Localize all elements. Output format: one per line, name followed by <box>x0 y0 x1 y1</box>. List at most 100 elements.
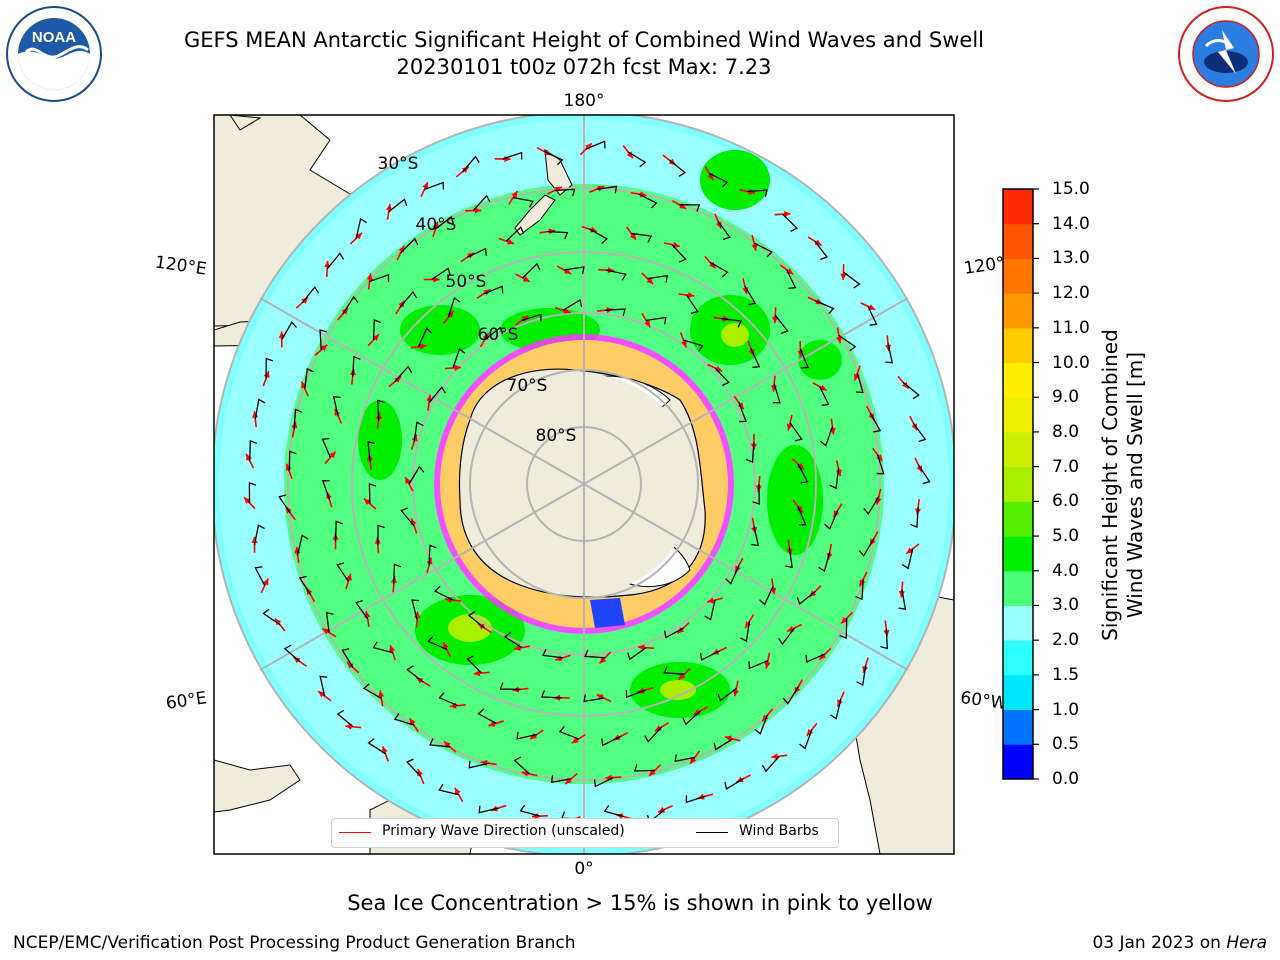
lat-label-80s: 80°S <box>536 426 577 446</box>
wind-barb <box>253 524 265 545</box>
wind-barb <box>301 286 320 304</box>
wave-arrow-head <box>432 221 439 229</box>
wind-barb <box>625 689 646 699</box>
wind-barb <box>880 628 889 650</box>
wave-arrow-head <box>454 787 461 795</box>
colorbar-tick-label: 12.0 <box>1052 283 1090 304</box>
wave-arrow-head <box>784 211 791 218</box>
wind-barb <box>355 217 367 239</box>
wave-arrow-head <box>355 232 362 240</box>
wind-barb <box>683 339 704 352</box>
wind-barb <box>855 579 864 601</box>
wave-arrow-head <box>275 618 282 626</box>
noaa-logo-text: NOAA <box>32 29 76 46</box>
wave-arrow-head <box>607 267 615 274</box>
colorbar-tick-label: 3.0 <box>1052 595 1080 616</box>
map-legend: Primary Wave Direction (unscaled) Wind B… <box>331 818 839 848</box>
wind-barb <box>645 316 667 325</box>
wind-barb <box>777 627 795 646</box>
colorbar-tick-label: 13.0 <box>1052 248 1090 269</box>
wind-barb <box>400 237 419 254</box>
wind-barb <box>714 367 730 386</box>
colorbar-segment <box>1003 258 1033 294</box>
wave-arrow-head <box>285 463 292 471</box>
wind-barb <box>772 383 781 404</box>
wind-barb <box>558 725 579 740</box>
wind-barb <box>797 463 809 484</box>
wind-barb <box>902 381 920 400</box>
wave-arrow-head <box>293 657 301 664</box>
wave-arrow-head <box>797 462 804 470</box>
wave-arrow-head <box>679 203 687 209</box>
wave-arrow-head <box>329 451 336 459</box>
wave-arrow-head <box>902 381 909 389</box>
colorbar-tick-label: 14.0 <box>1052 213 1090 234</box>
wave-arrow-head <box>916 465 922 473</box>
wind-barb <box>367 738 386 755</box>
wind-barb <box>248 482 257 503</box>
wind-barb <box>254 566 266 586</box>
colorbar-segment <box>1003 536 1033 572</box>
wave-arrow-head <box>841 617 848 624</box>
wind-barb <box>674 754 695 763</box>
wind-barb <box>593 776 614 788</box>
wind-barb <box>912 422 927 443</box>
wind-barb <box>472 194 491 212</box>
colorbar-tick-label: 11.0 <box>1052 317 1090 338</box>
wind-barb <box>393 563 402 585</box>
wind-barb <box>601 735 621 747</box>
wave-arrow-head <box>301 381 307 389</box>
wind-barb <box>424 181 445 191</box>
new-zealand-land <box>514 194 556 236</box>
lat-label-60s: 60°S <box>478 325 519 345</box>
wind-barb <box>296 534 309 555</box>
wind-barb <box>434 215 455 230</box>
lon-label-120e: 120°E <box>154 253 208 280</box>
wind-barb <box>869 412 882 433</box>
colorbar-tick-label: 10.0 <box>1052 352 1090 373</box>
colorbar-segment <box>1003 223 1033 259</box>
colorbar-segment <box>1003 466 1033 502</box>
wind-barb <box>427 635 447 651</box>
date-value: 03 Jan 2023 on <box>1092 933 1221 953</box>
wind-barb <box>428 386 446 404</box>
noaa-logo: NOAA <box>6 6 102 102</box>
wind-barb <box>369 273 390 282</box>
wave-max-blob <box>798 340 842 380</box>
wind-barb <box>713 738 733 751</box>
graticule <box>214 115 954 854</box>
wind-barb <box>262 608 281 626</box>
wave-arrow-head <box>835 469 842 477</box>
wave-max-blob <box>700 150 770 210</box>
wave-arrow-head <box>324 260 331 268</box>
wind-barb <box>254 398 266 420</box>
wind-barb <box>724 778 744 790</box>
wave-arrow-head <box>252 411 259 418</box>
wave-arrow-head <box>474 207 482 214</box>
colorbar-tick-label: 5.0 <box>1052 526 1080 547</box>
colorbar-tick-label: 2.0 <box>1052 630 1080 651</box>
wind-barb <box>547 230 569 240</box>
wind-barb <box>753 242 773 258</box>
wind-barb <box>447 296 461 318</box>
new-zealand-land <box>229 115 262 131</box>
wind-barb <box>321 437 331 458</box>
wind-barb <box>542 648 563 659</box>
colorbar-segment <box>1003 189 1033 225</box>
wind-barb <box>372 641 393 654</box>
wind-barb <box>408 465 425 485</box>
wind-barb <box>782 686 799 705</box>
wind-barb <box>761 755 780 773</box>
wind-barb <box>885 343 894 364</box>
wind-barb <box>513 756 530 775</box>
wave-arrow-head <box>690 756 697 764</box>
wind-barb <box>522 262 541 279</box>
nws-logo <box>1178 6 1274 102</box>
colorbar-segment <box>1003 501 1033 537</box>
wind-barb <box>377 399 385 421</box>
lon-label-60e: 60°E <box>165 688 208 713</box>
wind-barb <box>367 441 375 462</box>
wind-barb <box>744 285 757 306</box>
wave-arrow-head <box>394 376 402 383</box>
